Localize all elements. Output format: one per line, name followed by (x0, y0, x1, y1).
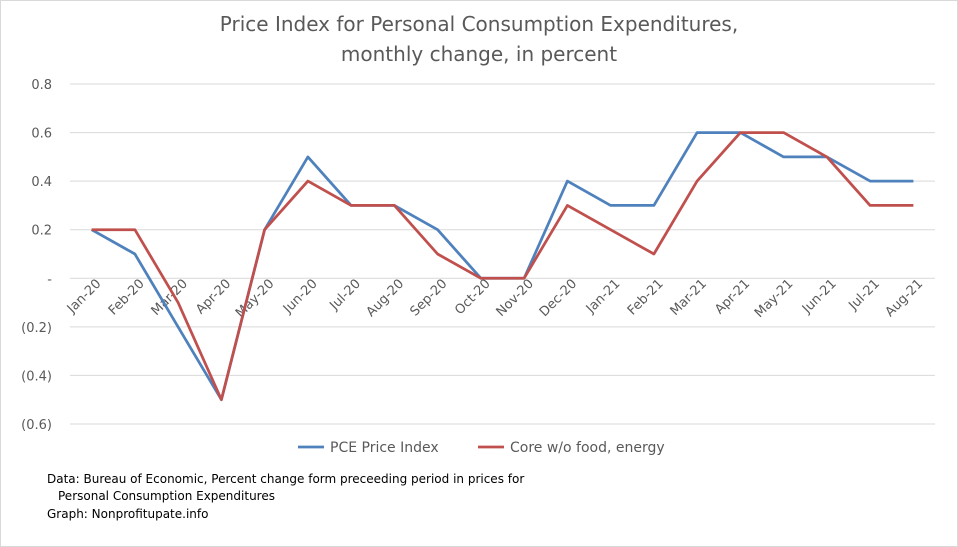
x-tick-label: Apr-20 (193, 277, 234, 318)
x-tick-label: Jun-20 (280, 277, 321, 318)
x-tick-label: Feb-21 (625, 277, 667, 319)
x-tick-label: Jan-20 (64, 277, 105, 318)
x-tick-label: Jul-21 (846, 277, 883, 314)
y-tick-label: (0.2) (21, 321, 52, 336)
legend-label-core: Core w/o food, energy (510, 440, 665, 456)
chart-title-line1: Price Index for Personal Consumption Exp… (219, 12, 739, 36)
x-tick-label: Oct-20 (452, 277, 494, 319)
series-line-core (91, 131, 914, 402)
y-tick-label: 0.4 (31, 175, 52, 190)
footnote-source-line2: Personal Consumption Expenditures (58, 489, 275, 503)
x-tick-label: Feb-20 (106, 277, 148, 319)
footnote-source-line1: Data: Bureau of Economic, Percent change… (47, 472, 525, 486)
x-tick-label: Aug-21 (883, 277, 927, 321)
footnote-graph-credit: Graph: Nonprofitupate.info (47, 507, 209, 521)
y-tick-label: (0.4) (21, 369, 52, 384)
x-tick-label: Apr-21 (712, 277, 753, 318)
chart-title-line2: monthly change, in percent (340, 42, 618, 66)
x-tick-label: May-20 (233, 277, 277, 321)
y-tick-label: 0.8 (31, 78, 52, 93)
x-tick-label: Nov-20 (494, 277, 537, 320)
x-tick-label: Jul-20 (327, 277, 364, 314)
x-tick-label: Sep-20 (407, 277, 450, 320)
x-tick-label: Mar-21 (668, 277, 710, 319)
x-tick-label: Dec-20 (537, 277, 580, 320)
series-line-pce (90, 131, 914, 402)
legend-label-pce: PCE Price Index (330, 440, 439, 456)
y-tick-label: - (47, 272, 52, 287)
y-tick-label: 0.2 (31, 224, 52, 239)
y-tick-label: 0.6 (31, 127, 52, 142)
x-tick-label: Jun-21 (799, 277, 840, 318)
x-tick-label: Aug-20 (364, 277, 408, 321)
x-tick-label: May-21 (752, 277, 796, 321)
x-tick-label: Jan-21 (583, 277, 624, 318)
y-tick-label: (0.6) (21, 418, 52, 433)
